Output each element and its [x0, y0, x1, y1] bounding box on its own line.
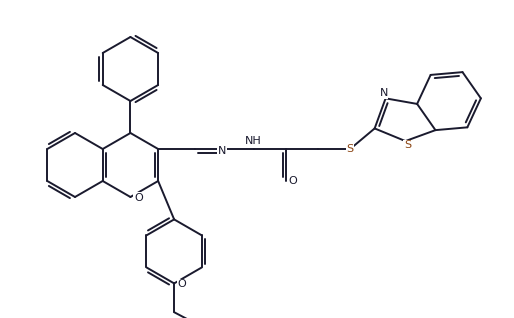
Text: S: S: [404, 140, 411, 150]
Text: NH: NH: [245, 136, 262, 146]
Text: O: O: [134, 193, 143, 203]
Text: N: N: [218, 146, 226, 156]
Text: O: O: [289, 176, 298, 186]
Text: S: S: [346, 144, 354, 154]
Text: O: O: [178, 280, 187, 289]
Text: N: N: [379, 88, 388, 98]
